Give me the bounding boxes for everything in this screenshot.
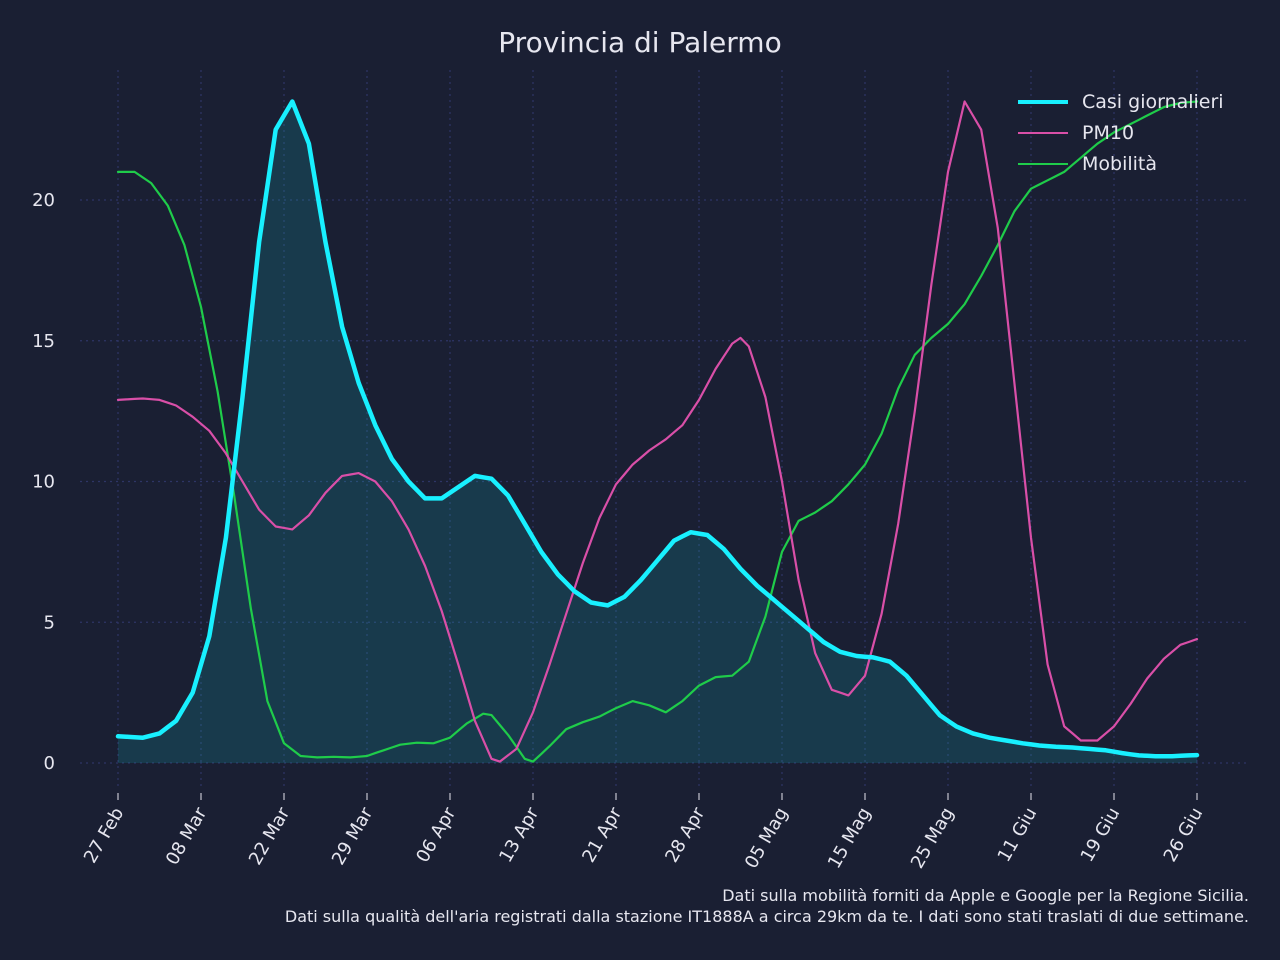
series-lines (115, 99, 1200, 763)
legend-item: PM10 (1018, 117, 1224, 148)
y-tick-label: 10 (32, 472, 55, 493)
x-tick-label: 11 Giu (994, 804, 1042, 866)
legend-item: Mobilità (1018, 148, 1224, 179)
legend-item: Casi giornalieri (1018, 86, 1224, 117)
legend-swatch (1018, 99, 1068, 104)
x-tick-label: 21 Apr (578, 803, 626, 866)
y-tick-label: 20 (32, 190, 55, 211)
legend-label: PM10 (1082, 121, 1135, 144)
footnote: Dati sulla mobilità forniti da Apple e G… (285, 885, 1249, 927)
x-tick-label: 22 Mar (245, 803, 295, 868)
x-tick-label: 27 Feb (80, 804, 128, 867)
x-tick-label: 26 Giu (1160, 804, 1208, 866)
series-line-2 (116, 100, 1199, 763)
series-area-casi (118, 101, 1197, 763)
legend: Casi giornalieri PM10 Mobilità (1018, 86, 1224, 179)
y-tick-label: 5 (44, 612, 55, 633)
x-tick-label: 28 Apr (661, 803, 709, 866)
y-tick-label: 0 (44, 753, 55, 774)
x-tick-label: 13 Apr (495, 803, 543, 866)
area-fill (118, 101, 1197, 763)
x-tick-label: 29 Mar (328, 803, 378, 868)
x-tick-label: 15 Mag (824, 804, 875, 872)
x-tick-label: 05 Mag (741, 804, 792, 872)
series-line-1 (116, 100, 1199, 763)
footnote-line-2: Dati sulla qualità dell'aria registrati … (284, 907, 1249, 926)
legend-label: Casi giornalieri (1082, 90, 1224, 113)
legend-swatch (1018, 162, 1068, 165)
footnote-line-1: Dati sulla mobilità forniti da Apple e G… (722, 886, 1249, 905)
x-tick-label: 08 Mar (162, 803, 212, 868)
series-line-0 (115, 99, 1200, 759)
legend-swatch (1018, 131, 1068, 134)
chart-title: Provincia di Palermo (498, 26, 782, 59)
x-tick-label: 06 Apr (412, 803, 460, 866)
x-tick-label: 25 Mag (907, 804, 958, 872)
legend-label: Mobilità (1082, 152, 1158, 175)
y-tick-label: 15 (32, 331, 55, 352)
x-tick-label: 19 Giu (1077, 804, 1125, 866)
